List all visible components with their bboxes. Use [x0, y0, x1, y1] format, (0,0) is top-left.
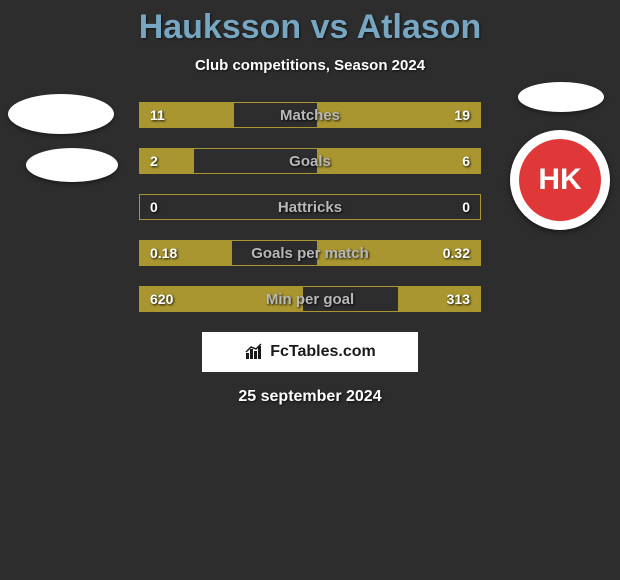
stat-value-right: 19: [454, 103, 470, 127]
page-title: Hauksson vs Atlason: [0, 0, 620, 47]
stat-value-left: 0: [150, 195, 158, 219]
comparison-panel: HK Matches11 19 Goals2 6 Hattricks0 0 Goals pe…: [0, 102, 620, 406]
stat-label: Goals per match: [140, 241, 480, 265]
club-badge-text: HK: [519, 139, 601, 221]
stat-row: Hattricks0 0: [139, 194, 481, 220]
branding-text: FcTables.com: [270, 343, 376, 361]
player-left-logo: [6, 82, 116, 192]
ellipse-icon: [8, 94, 114, 134]
stat-value-right: 6: [462, 149, 470, 173]
chart-icon: [244, 343, 264, 361]
date-text: 25 september 2024: [0, 388, 620, 406]
stat-value-left: 11: [150, 103, 165, 127]
stat-value-left: 620: [150, 287, 173, 311]
stat-label: Matches: [140, 103, 480, 127]
club-badge-icon: HK: [510, 130, 610, 230]
ellipse-icon: [518, 82, 604, 112]
ellipse-icon: [26, 148, 118, 182]
stat-row: Goals per match0.18 0.32: [139, 240, 481, 266]
branding-box: FcTables.com: [202, 332, 418, 372]
stat-value-left: 0.18: [150, 241, 177, 265]
stat-row: Min per goal620 313: [139, 286, 481, 312]
stat-label: Hattricks: [140, 195, 480, 219]
stat-label: Min per goal: [140, 287, 480, 311]
stat-value-right: 0: [462, 195, 470, 219]
stat-value-right: 313: [447, 287, 470, 311]
stat-value-right: 0.32: [443, 241, 470, 265]
stat-label: Goals: [140, 149, 480, 173]
player-right-logo: HK: [504, 82, 614, 192]
stat-bars: Matches11 19 Goals2 6 Hattricks0 0 Goals per m…: [139, 102, 481, 312]
stat-row: Matches11 19: [139, 102, 481, 128]
subtitle: Club competitions, Season 2024: [0, 57, 620, 74]
stat-value-left: 2: [150, 149, 158, 173]
stat-row: Goals2 6: [139, 148, 481, 174]
